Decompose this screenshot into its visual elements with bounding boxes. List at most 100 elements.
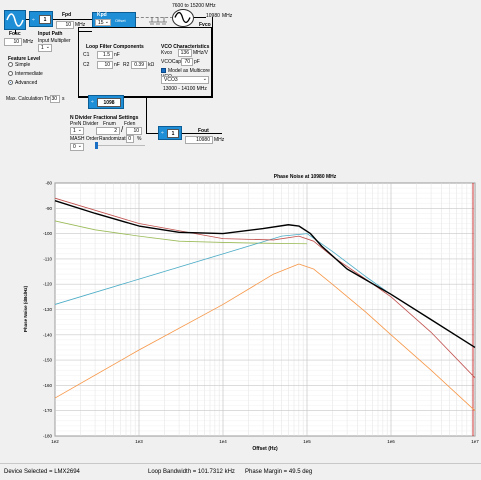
y-tick-label: -100 <box>43 231 53 236</box>
max-calc-input[interactable]: 30 <box>50 95 60 103</box>
block-diagram: ÷ 1 Fosc 10 MHz Input Path Input Multipl… <box>0 0 481 168</box>
rand-unit: % <box>137 136 142 142</box>
y-tick-label: -170 <box>43 408 53 413</box>
loop-filter-vco-panel: Loop Filter Components C1 1.5 nF C2 10 n… <box>78 27 212 97</box>
series-line-1 <box>54 197 476 379</box>
kvco-label: Kvco <box>161 50 173 56</box>
randomization-slider[interactable] <box>95 142 145 149</box>
kpd-select[interactable]: 15 <box>95 19 111 26</box>
r2-unit: kΩ <box>148 62 155 68</box>
y-tick-label: -150 <box>43 358 53 363</box>
fvco-label: Fvco <box>199 22 211 28</box>
x-tick-label: 1e5 <box>303 439 311 444</box>
status-bar: Device Selected = LMX2694 Loop Bandwidth… <box>0 463 481 480</box>
c1-unit: nF <box>114 52 120 58</box>
vco-band-text: 13000 - 14100 MHz <box>163 86 207 92</box>
prefn-select[interactable]: 1 <box>70 127 84 135</box>
input-path-title: Input Path <box>38 31 63 37</box>
radio-simple[interactable]: Simple <box>8 62 30 68</box>
mash-label: MASH Order <box>70 136 99 142</box>
series-line-4 <box>54 263 476 411</box>
r2-label: R2 <box>123 62 130 68</box>
n-divider-title: N Divider Fractional Settings <box>70 115 139 121</box>
radio-simple-label: Simple <box>15 62 31 68</box>
input-multiplier-label: Input Multiplier <box>38 38 71 44</box>
y-tick-label: -120 <box>43 282 53 287</box>
phase-noise-plot: Phase Noise at 10980 MHz 1e2 1e3 1e4 1e5 1e6… <box>23 174 479 452</box>
slider-thumb[interactable] <box>95 142 98 149</box>
output-divider-value[interactable]: 1 <box>167 129 179 138</box>
max-calc-unit: s <box>62 96 65 102</box>
oscillator-symbol <box>4 10 26 30</box>
mash-select[interactable]: 0 <box>70 143 84 151</box>
rand-label: Randomization <box>99 136 133 142</box>
radio-intermediate-label: Intermediate <box>15 71 43 77</box>
status-phase-margin: Phase Margin = 49.5 deg <box>245 469 313 475</box>
x-axis-label: Offset (Hz) <box>252 446 278 452</box>
y-tick-label: -80 <box>45 181 52 186</box>
sine-wave-icon <box>6 13 24 27</box>
series-line-3 <box>54 220 308 245</box>
status-loop-bandwidth: Loop Bandwidth = 101.7312 kHz <box>148 469 235 475</box>
radio-icon[interactable] <box>8 71 13 77</box>
vcocap-unit: pF <box>194 59 200 65</box>
kvco-unit: MHz/V <box>193 50 208 56</box>
input-multiplier-select[interactable]: 1 <box>38 44 52 52</box>
r-divider-block[interactable]: ÷ 1 <box>29 11 53 27</box>
radio-advanced-label: Advanced <box>15 80 38 86</box>
vco-range-text: 7600 to 15200 MHz <box>172 3 216 9</box>
vcocap-label: VCOCap <box>161 59 182 65</box>
fout-label: Fout <box>198 128 209 134</box>
chart-title: Phase Noise at 10980 MHz <box>274 174 337 180</box>
c1-label: C1 <box>83 52 90 58</box>
y-tick-label: -180 <box>43 434 53 439</box>
y-tick-label: -130 <box>43 307 53 312</box>
y-tick-label: -140 <box>43 332 53 337</box>
vcocap-input[interactable]: 70 <box>181 58 193 66</box>
radio-selected-icon[interactable] <box>8 80 13 86</box>
x-tick-label: 1e2 <box>51 439 59 444</box>
kvco-input[interactable]: 136 <box>178 49 192 57</box>
vco-symbol <box>172 9 194 27</box>
fout-unit: MHz <box>214 137 225 143</box>
radio-advanced[interactable]: Advanced <box>8 80 37 86</box>
fpd-unit: MHz <box>75 22 86 28</box>
fden-label: Fden <box>124 121 136 127</box>
feature-level-title: Feature Level <box>8 56 41 62</box>
c2-label: C2 <box>83 62 90 68</box>
max-calc-label: Max. Calculation Time <box>6 96 56 102</box>
y-tick-label: -160 <box>43 383 53 388</box>
output-divider-block[interactable]: ÷ 1 <box>158 126 182 140</box>
kpd-offset-label: Offset <box>115 18 126 23</box>
prefn-label: PreN Divider <box>70 121 99 127</box>
y-axis-label: Phase Noise (dBc/Hz) <box>23 285 28 332</box>
c1-input[interactable]: 1.5 <box>97 51 113 59</box>
fpd-input[interactable]: 10 <box>56 21 74 29</box>
r-divider-value[interactable]: 1 <box>39 15 51 24</box>
fvco-value: 10980 <box>206 13 220 19</box>
x-tick-label: 1e6 <box>387 439 395 444</box>
fosc-unit: MHz <box>23 39 34 45</box>
r2-input[interactable]: 0.39 <box>131 61 147 69</box>
vco-select[interactable]: VCO3 <box>161 76 209 84</box>
radio-intermediate[interactable]: Intermediate <box>8 71 43 77</box>
x-tick-label: 1e7 <box>471 439 479 444</box>
phase-noise-chart: Phase Noise at 10980 MHz 1e2 1e3 1e4 1e5 1e6… <box>0 169 481 462</box>
series-line-0 <box>54 200 476 349</box>
n-divider-value[interactable]: 1098 <box>97 98 121 107</box>
fnum-input[interactable]: 2 <box>96 127 120 135</box>
radio-icon[interactable] <box>8 62 13 68</box>
fpd-label: Fpd <box>62 12 72 18</box>
fosc-input[interactable]: 10 <box>4 38 22 46</box>
vco-char-title: VCO Characteristics <box>161 44 210 50</box>
fden-input[interactable]: 10 <box>126 127 142 135</box>
n-divider-block[interactable]: ÷ 1098 <box>88 95 124 109</box>
fout-input[interactable]: 10980 <box>185 136 213 144</box>
c2-unit: nF <box>114 62 120 68</box>
c2-input[interactable]: 10 <box>97 61 113 69</box>
checkbox-icon[interactable] <box>161 68 166 74</box>
rand-input[interactable]: 0 <box>126 135 134 143</box>
sine-wave-icon <box>174 11 191 24</box>
loop-filter-title: Loop Filter Components <box>86 44 144 50</box>
x-tick-label: 1e3 <box>135 439 143 444</box>
